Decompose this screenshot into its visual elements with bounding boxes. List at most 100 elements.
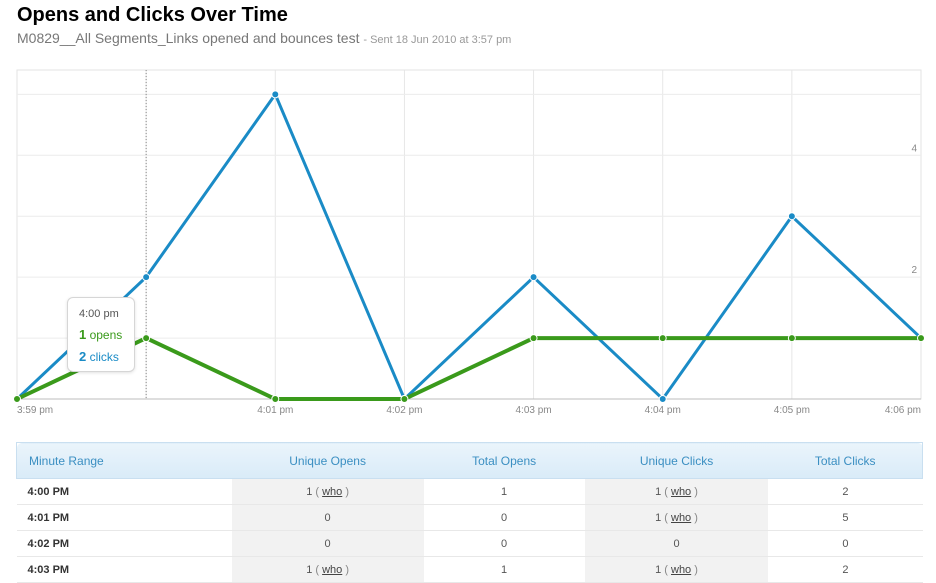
x-tick-label: 4:02 pm xyxy=(386,405,422,416)
opens-point xyxy=(658,334,667,343)
who-link[interactable]: who xyxy=(671,563,692,576)
cell-value: 4:00 PM xyxy=(27,485,70,498)
y-tick-label: 2 xyxy=(911,265,917,276)
clicks-point xyxy=(271,90,280,99)
minute-range-cell: 4:02 PM xyxy=(16,530,232,557)
total-opens-cell: 0 xyxy=(423,504,585,531)
paren: ( xyxy=(661,485,671,498)
cell-value: 4:03 PM xyxy=(27,563,70,576)
tooltip-opens-value: 1 xyxy=(79,327,87,342)
table-row: 4:03 PM 1 ( who ) 1 1 ( who ) 2 xyxy=(16,556,923,583)
paren: ( xyxy=(661,511,671,524)
x-tick-label: 4:01 pm xyxy=(257,405,293,416)
table-row: 4:00 PM 1 ( who ) 1 1 ( who ) 2 xyxy=(16,478,923,505)
cell-value: 0 xyxy=(673,537,680,550)
total-opens-cell: 1 xyxy=(423,556,585,583)
chart-svg: 2 4 3:59 pm 4:01 pm 4:02 pm 4:03 pm 4:04 pm 4:0… xyxy=(13,69,925,416)
x-tick-label: 4:03 pm xyxy=(516,405,552,416)
opens-clicks-chart[interactable]: 2 4 3:59 pm 4:01 pm 4:02 pm 4:03 pm 4:04 pm 4:0… xyxy=(0,60,936,430)
paren: ( xyxy=(661,563,671,576)
table-body: 4:00 PM 1 ( who ) 1 1 ( who ) 2 4:01 PM 0 0 1 ( … xyxy=(16,478,923,583)
paren: ( xyxy=(312,485,323,498)
campaign-name: M0829__All Segments_Links opened and bou… xyxy=(17,30,360,46)
unique-opens-cell: 0 xyxy=(231,504,424,531)
x-tick-label: 4:04 pm xyxy=(645,405,681,416)
clicks-series-line xyxy=(15,91,923,402)
total-clicks-cell: 2 xyxy=(768,478,923,505)
opens-series-line xyxy=(16,335,921,401)
campaign-subtitle: M0829__All Segments_Links opened and bou… xyxy=(17,30,511,46)
cell-value: 1 xyxy=(501,563,508,576)
opens-point xyxy=(400,395,409,403)
clicks-point xyxy=(658,395,667,403)
opens-point xyxy=(142,334,151,343)
opens-point xyxy=(271,395,280,403)
total-clicks-cell: 2 xyxy=(768,556,923,583)
paren: ) xyxy=(691,485,698,498)
column-header-minute-range[interactable]: Minute Range xyxy=(15,442,232,479)
minute-range-cell: 4:03 PM xyxy=(16,556,232,583)
unique-opens-cell: 0 xyxy=(231,530,424,557)
column-header-unique-clicks[interactable]: Unique Clicks xyxy=(584,442,769,479)
cell-value: 2 xyxy=(842,485,849,498)
cell-value: 0 xyxy=(501,537,508,550)
minute-range-cell: 4:01 PM xyxy=(16,504,232,531)
clicks-point xyxy=(787,212,796,221)
tooltip-clicks: 2 clicks xyxy=(79,346,134,368)
unique-clicks-cell: 0 xyxy=(584,530,769,557)
sent-info: - Sent 18 Jun 2010 at 3:57 pm xyxy=(363,34,512,46)
opens-point xyxy=(787,334,796,343)
column-header-unique-opens[interactable]: Unique Opens xyxy=(231,442,424,479)
total-clicks-cell: 5 xyxy=(768,504,923,531)
cell-value: 2 xyxy=(842,563,849,576)
unique-opens-cell: 1 ( who ) xyxy=(231,478,424,505)
column-header-total-opens[interactable]: Total Opens xyxy=(423,442,585,479)
paren: ) xyxy=(691,511,698,524)
who-link[interactable]: who xyxy=(322,485,343,498)
paren: ) xyxy=(691,563,698,576)
cell-value: 1 xyxy=(306,563,313,576)
cell-value: 1 xyxy=(306,485,313,498)
cell-value: 0 xyxy=(501,511,508,524)
cell-value: 0 xyxy=(842,537,849,550)
who-link[interactable]: who xyxy=(322,563,343,576)
clicks-point xyxy=(529,273,538,282)
who-link[interactable]: who xyxy=(671,511,692,524)
minute-stats-table: Minute Range Unique Opens Total Opens Un… xyxy=(15,442,924,583)
unique-clicks-cell: 1 ( who ) xyxy=(584,478,769,505)
clicks-point xyxy=(142,273,151,282)
tooltip-opens-label: opens xyxy=(89,328,123,342)
unique-opens-cell: 1 ( who ) xyxy=(231,556,424,583)
tooltip-clicks-label: clicks xyxy=(89,350,119,364)
paren: ) xyxy=(342,563,350,576)
cell-value: 4:01 PM xyxy=(27,511,70,524)
y-tick-label: 4 xyxy=(911,143,917,154)
table-row: 4:01 PM 0 0 1 ( who ) 5 xyxy=(16,504,923,531)
minute-range-cell: 4:00 PM xyxy=(16,478,232,505)
table-row: 4:02 PM 0 0 0 0 xyxy=(16,530,923,557)
unique-clicks-cell: 1 ( who ) xyxy=(584,504,769,531)
cell-value: 0 xyxy=(324,511,331,524)
plot-frame xyxy=(16,69,922,400)
x-tick-label: 4:05 pm xyxy=(774,405,810,416)
opens-point xyxy=(917,334,925,343)
paren: ( xyxy=(312,563,323,576)
chart-tooltip: 4:00 pm 1 opens 2 clicks xyxy=(67,297,135,372)
total-clicks-cell: 0 xyxy=(768,530,923,557)
cell-value: 4:02 PM xyxy=(27,537,70,550)
cell-value: 5 xyxy=(842,511,849,524)
column-header-total-clicks[interactable]: Total Clicks xyxy=(768,442,924,479)
tooltip-opens: 1 opens xyxy=(79,324,134,346)
total-opens-cell: 0 xyxy=(423,530,585,557)
opens-point xyxy=(529,334,538,343)
tooltip-clicks-value: 2 xyxy=(79,349,87,364)
tooltip-time: 4:00 pm xyxy=(79,308,119,320)
total-opens-cell: 1 xyxy=(423,478,585,505)
cell-value: 1 xyxy=(655,563,662,576)
cell-value: 1 xyxy=(655,485,662,498)
opens-point xyxy=(13,395,21,403)
who-link[interactable]: who xyxy=(671,485,692,498)
page-title: Opens and Clicks Over Time xyxy=(17,4,288,26)
table-header-row: Minute Range Unique Opens Total Opens Un… xyxy=(15,442,924,479)
cell-value: 0 xyxy=(324,537,331,550)
